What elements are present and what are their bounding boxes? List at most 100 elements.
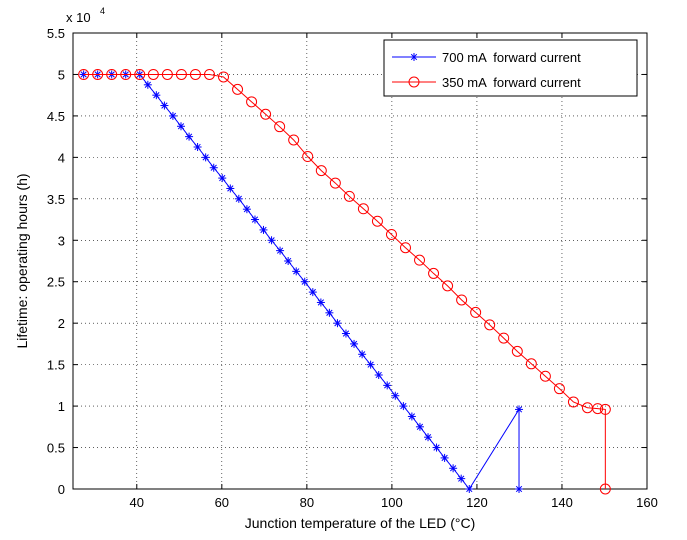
data-point	[415, 422, 424, 431]
y-axis-label: Lifetime: operating hours (h)	[14, 173, 30, 348]
data-point	[371, 215, 383, 227]
data-point	[260, 108, 272, 120]
legend-marker-glyph	[408, 76, 420, 88]
data-point	[341, 329, 350, 338]
y-tick-label: 2.5	[47, 275, 65, 290]
x-tick-label: 140	[551, 495, 573, 510]
data-point	[276, 246, 285, 255]
x-tick-label: 80	[300, 495, 314, 510]
data-point	[160, 101, 169, 110]
y-tick-label: 2	[58, 316, 65, 331]
data-point	[92, 68, 104, 80]
data-point	[218, 174, 227, 183]
data-point	[333, 319, 342, 328]
data-point	[134, 68, 146, 80]
y-tick-label: 0	[58, 482, 65, 497]
data-point	[329, 177, 341, 189]
data-point	[185, 132, 194, 141]
data-point	[428, 267, 440, 279]
data-point	[424, 433, 433, 442]
data-point	[274, 121, 286, 133]
data-point	[385, 228, 397, 240]
y-tick-label: 1.5	[47, 358, 65, 373]
x-tick-label: 40	[130, 495, 144, 510]
y-tick-label: 5.5	[47, 26, 65, 41]
y-tick-label: 4.5	[47, 109, 65, 124]
data-point	[315, 165, 327, 177]
data-point	[599, 483, 611, 495]
data-point	[316, 298, 325, 307]
series-1	[78, 68, 611, 495]
legend-marker-glyph	[410, 53, 418, 61]
x-tick-label: 60	[215, 495, 229, 510]
data-point	[407, 412, 416, 421]
data-point	[399, 242, 411, 254]
data-point	[442, 280, 454, 292]
data-point	[203, 68, 215, 80]
data-point	[175, 68, 187, 80]
y-tick-label: 0.5	[47, 441, 65, 456]
data-point	[357, 203, 369, 215]
data-point	[120, 68, 132, 80]
data-point	[242, 205, 251, 214]
data-point	[366, 360, 375, 369]
data-point	[259, 225, 268, 234]
y-tick-label: 1	[58, 399, 65, 414]
data-point	[567, 396, 579, 408]
data-point	[325, 308, 334, 317]
data-point	[465, 485, 474, 493]
data-point	[218, 71, 230, 83]
data-point	[515, 405, 524, 414]
series-line	[83, 73, 606, 489]
x-tick-label: 100	[381, 495, 403, 510]
legend-label-350ma: 350 mA forward current	[442, 75, 581, 90]
data-point	[292, 267, 301, 276]
data-point	[143, 80, 152, 89]
data-point	[343, 190, 355, 202]
series-0	[79, 70, 524, 493]
data-point	[106, 68, 118, 80]
data-point	[484, 319, 496, 331]
data-point	[391, 391, 400, 400]
data-point	[350, 339, 359, 348]
data-point	[250, 215, 259, 224]
legend-label-700ma: 700 mA forward current	[442, 50, 581, 65]
data-point	[161, 68, 173, 80]
plot-area	[72, 32, 648, 490]
data-point	[189, 68, 201, 80]
series-layer	[78, 68, 611, 495]
data-point	[449, 464, 458, 473]
data-point	[511, 345, 523, 357]
legend-marker-700ma	[410, 53, 418, 61]
legend: 700 mA forward current 350 mA forward cu…	[383, 39, 638, 97]
data-point	[498, 332, 510, 344]
data-point	[201, 153, 210, 162]
data-point	[308, 288, 317, 297]
data-point	[515, 485, 524, 493]
y-multiplier-exponent: 4	[100, 6, 105, 16]
legend-marker-350ma	[408, 76, 420, 88]
data-point	[267, 236, 276, 245]
data-point	[599, 403, 611, 415]
data-point	[456, 294, 468, 306]
data-point	[592, 403, 604, 415]
data-point	[374, 371, 383, 379]
data-point	[525, 358, 537, 370]
data-point	[284, 257, 293, 265]
data-point	[147, 68, 159, 80]
data-point	[440, 453, 449, 462]
data-point	[209, 163, 218, 172]
data-point	[176, 122, 185, 131]
axis-ticks: 40 60 80 100 120 140 160 0 0.5 1 1.5 2 2.5 3 3.5 4 4.5 5 5…	[47, 26, 658, 510]
y-tick-label: 5	[58, 67, 65, 82]
data-point	[383, 381, 392, 390]
data-point	[457, 474, 466, 483]
y-tick-label: 3	[58, 233, 65, 248]
data-point	[539, 370, 551, 382]
data-point	[553, 383, 565, 395]
grid-lines	[73, 32, 648, 490]
y-multiplier-label: x 10	[66, 10, 91, 25]
data-point	[302, 151, 314, 163]
